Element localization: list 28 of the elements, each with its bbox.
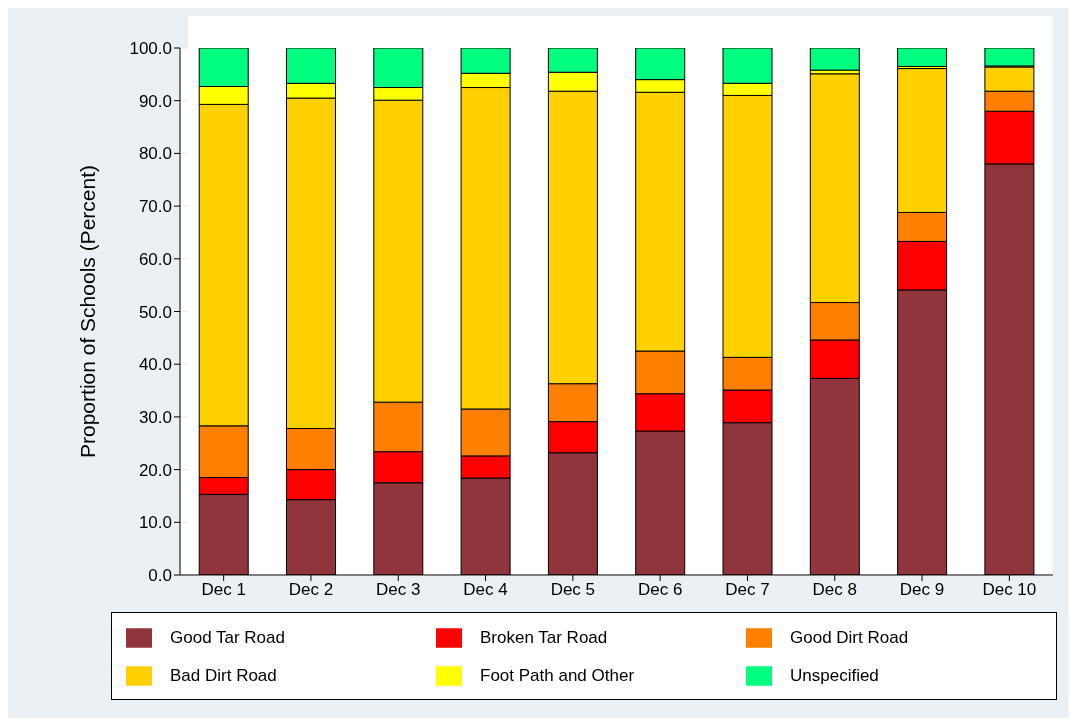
y-tick-label: 50.0 (138, 302, 172, 322)
y-tick-label: 0.0 (148, 566, 172, 586)
x-tick-label: Dec 3 (376, 580, 421, 600)
x-tick-label: Dec 6 (637, 580, 683, 600)
x-tick-label: Dec 4 (463, 580, 508, 600)
y-tick-label: 20.0 (138, 460, 172, 480)
legend-label: Bad Dirt Road (170, 666, 277, 685)
y-tick-label: 70.0 (138, 197, 172, 217)
x-tick-label: Dec 5 (550, 580, 596, 600)
y-tick-label: 30.0 (138, 407, 172, 427)
legend-label: Foot Path and Other (480, 666, 635, 685)
x-tick-label: Dec 10 (982, 580, 1037, 600)
y-tick-label: 80.0 (138, 144, 172, 164)
x-tick-label: Dec 1 (201, 580, 246, 600)
x-tick-label: Dec 2 (288, 580, 334, 600)
y-tick-label: 40.0 (138, 355, 172, 375)
y-tick-label: 90.0 (138, 91, 172, 111)
x-tick-label: Dec 8 (812, 580, 857, 600)
x-tick-label: Dec 7 (725, 580, 770, 600)
legend-label: Good Dirt Road (790, 628, 909, 647)
y-tick-label: 100.0 (129, 39, 172, 59)
y-tick-label: 10.0 (138, 513, 172, 533)
legend-label: Unspecified (790, 666, 879, 685)
y-tick-label: 60.0 (138, 249, 172, 269)
x-tick-label: Dec 9 (899, 580, 945, 600)
y-axis-title: Proportion of Schools (Percent) (76, 165, 100, 458)
legend-label: Good Tar Road (170, 628, 285, 647)
legend-label: Broken Tar Road (480, 628, 608, 647)
